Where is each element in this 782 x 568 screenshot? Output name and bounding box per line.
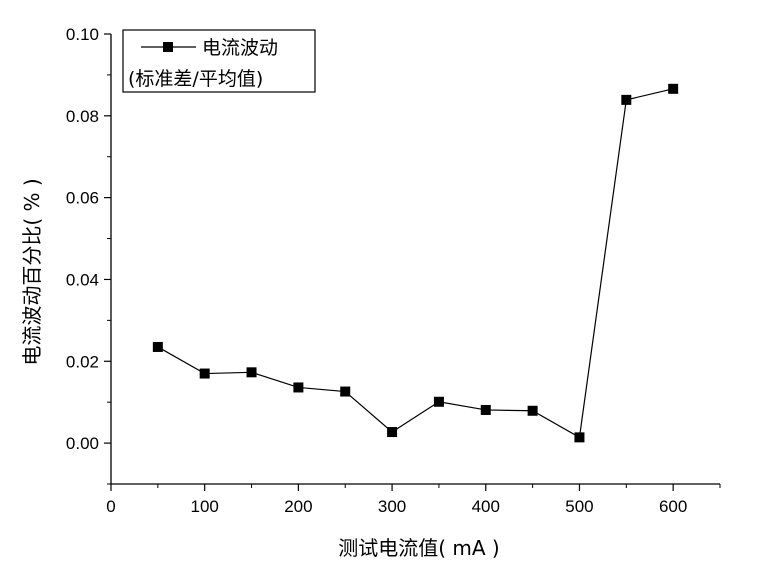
legend-box (122, 29, 316, 93)
data-point (152, 341, 163, 352)
x-tick-label: 300 (378, 497, 406, 516)
series-line-path (157, 88, 674, 439)
x-tick-label: 0 (106, 497, 115, 516)
markers (152, 83, 679, 443)
y-tick-label: 0.00 (66, 434, 99, 453)
data-point (199, 368, 210, 379)
x-tick-label: 100 (191, 497, 219, 516)
x-axis-title: 测试电流值( mA ) (338, 536, 499, 560)
legend-label-line1: 电流波动 (202, 37, 278, 59)
y-tick-label: 0.04 (66, 270, 99, 289)
data-point (527, 405, 538, 416)
y-tick-label: 0.06 (66, 189, 99, 208)
data-point (246, 367, 257, 378)
legend: 电流波动 (标准差/平均值) (122, 29, 316, 93)
x-tick-label: 400 (472, 497, 500, 516)
data-point (433, 396, 444, 407)
x-tick-label: 200 (284, 497, 312, 516)
data-point (293, 382, 304, 393)
x-tick-label: 500 (565, 497, 593, 516)
series-line (157, 88, 674, 439)
data-point (621, 94, 632, 105)
data-point (387, 427, 398, 438)
data-point (340, 386, 351, 397)
ticks: 0 100 200 300 400 500 600 0.00 0.02 0.04 0.06 0.08 0… (66, 25, 721, 516)
axes (110, 34, 720, 485)
legend-label-line2: (标准差/平均值) (128, 68, 263, 90)
y-axis-title: 电流波动百分比( % ) (20, 178, 44, 365)
y-tick-label: 0.10 (66, 25, 99, 44)
legend-marker (163, 42, 173, 52)
y-tick-label: 0.08 (66, 107, 99, 126)
x-tick-label: 600 (659, 497, 687, 516)
data-point (668, 83, 679, 94)
data-point (574, 432, 585, 443)
data-point (480, 404, 491, 415)
y-tick-label: 0.02 (66, 352, 99, 371)
